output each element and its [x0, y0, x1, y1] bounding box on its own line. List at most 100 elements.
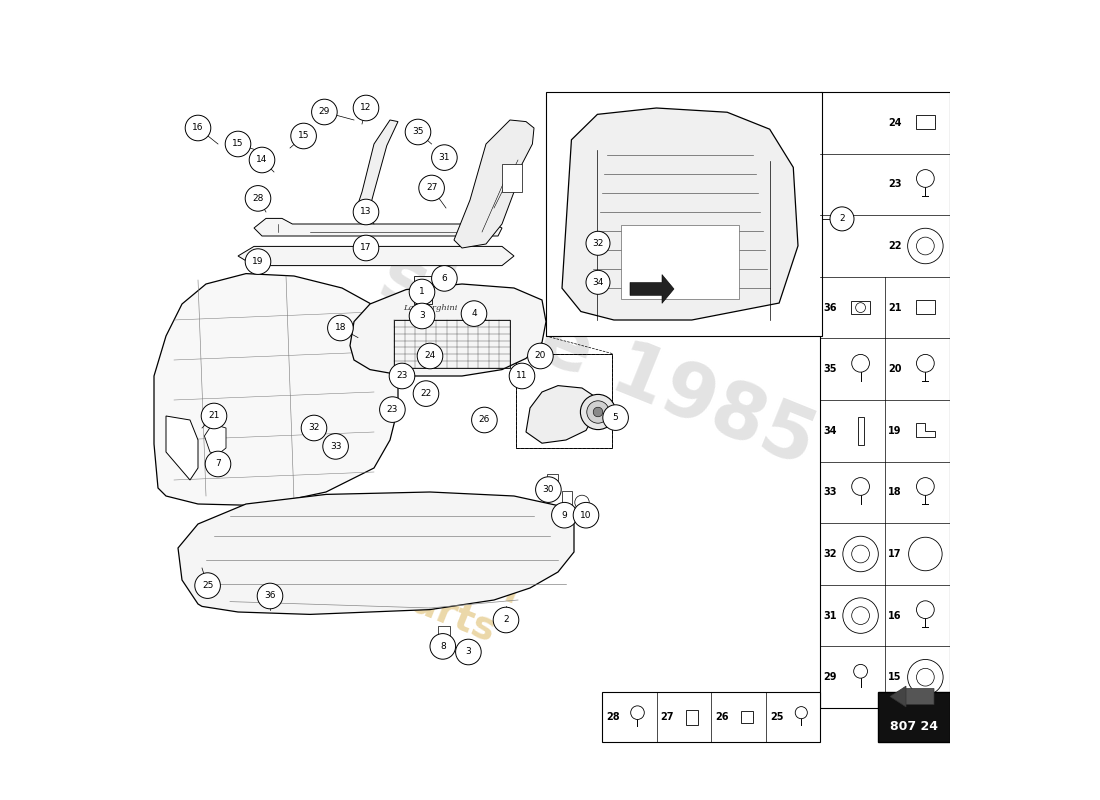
- Polygon shape: [254, 218, 502, 236]
- Text: 27: 27: [661, 712, 674, 722]
- Text: since 1985: since 1985: [370, 239, 826, 481]
- Circle shape: [245, 249, 271, 274]
- Text: 22: 22: [420, 389, 431, 398]
- Text: 32: 32: [592, 238, 604, 248]
- Text: 13: 13: [361, 207, 372, 217]
- Text: 35: 35: [412, 127, 424, 137]
- Text: 22: 22: [889, 241, 902, 251]
- Text: 15: 15: [232, 139, 244, 149]
- Text: 26: 26: [715, 712, 728, 722]
- Circle shape: [916, 237, 934, 255]
- Polygon shape: [915, 423, 935, 437]
- Text: 3: 3: [465, 647, 471, 657]
- Circle shape: [431, 145, 458, 170]
- Text: 3: 3: [419, 311, 425, 321]
- FancyBboxPatch shape: [740, 711, 752, 723]
- Text: 36: 36: [824, 302, 837, 313]
- FancyBboxPatch shape: [562, 491, 572, 506]
- Circle shape: [430, 634, 455, 659]
- FancyBboxPatch shape: [547, 474, 558, 482]
- Circle shape: [250, 147, 275, 173]
- Text: 31: 31: [824, 610, 837, 621]
- Text: 12: 12: [361, 103, 372, 113]
- Text: 15: 15: [889, 672, 902, 682]
- FancyBboxPatch shape: [915, 115, 935, 129]
- Polygon shape: [526, 386, 594, 443]
- Text: 2: 2: [503, 615, 509, 625]
- Text: 35: 35: [824, 364, 837, 374]
- Circle shape: [851, 354, 869, 372]
- Text: 31: 31: [439, 153, 450, 162]
- Text: 25: 25: [770, 712, 783, 722]
- FancyBboxPatch shape: [821, 92, 950, 708]
- Circle shape: [528, 343, 553, 369]
- Circle shape: [843, 536, 878, 572]
- Circle shape: [206, 451, 231, 477]
- Circle shape: [353, 235, 378, 261]
- Text: 24: 24: [425, 351, 436, 361]
- Polygon shape: [354, 120, 398, 216]
- Circle shape: [851, 478, 869, 495]
- Text: 19: 19: [889, 426, 902, 436]
- Circle shape: [586, 270, 611, 294]
- Circle shape: [916, 601, 934, 618]
- Text: 807 24: 807 24: [890, 720, 938, 733]
- Text: 24: 24: [889, 118, 902, 128]
- Circle shape: [908, 659, 943, 695]
- Circle shape: [573, 502, 598, 528]
- Circle shape: [586, 231, 611, 255]
- Polygon shape: [350, 284, 546, 376]
- Text: 18: 18: [889, 487, 902, 498]
- Polygon shape: [562, 108, 798, 320]
- Text: a passion
for parts: a passion for parts: [302, 499, 526, 653]
- Text: 36: 36: [264, 591, 276, 601]
- FancyBboxPatch shape: [414, 276, 431, 304]
- Text: 21: 21: [889, 302, 902, 313]
- FancyBboxPatch shape: [546, 92, 822, 336]
- Text: Lamborghini: Lamborghini: [403, 304, 458, 312]
- Circle shape: [630, 706, 645, 719]
- Circle shape: [472, 407, 497, 433]
- Text: 5: 5: [613, 413, 618, 422]
- Text: 6: 6: [441, 274, 448, 283]
- Circle shape: [581, 394, 616, 430]
- Circle shape: [409, 279, 434, 305]
- Text: 26: 26: [478, 415, 491, 425]
- Circle shape: [257, 583, 283, 609]
- Circle shape: [353, 95, 378, 121]
- Circle shape: [830, 207, 854, 231]
- Circle shape: [551, 502, 578, 528]
- Polygon shape: [454, 120, 534, 248]
- Circle shape: [409, 303, 434, 329]
- Circle shape: [586, 401, 609, 423]
- Text: 14: 14: [256, 155, 267, 165]
- FancyBboxPatch shape: [878, 692, 950, 742]
- Circle shape: [843, 598, 878, 634]
- FancyBboxPatch shape: [602, 692, 821, 742]
- Circle shape: [389, 363, 415, 389]
- Circle shape: [419, 175, 444, 201]
- Circle shape: [301, 415, 327, 441]
- FancyBboxPatch shape: [438, 626, 450, 640]
- Circle shape: [909, 538, 942, 570]
- Text: 32: 32: [308, 423, 320, 433]
- Circle shape: [461, 301, 487, 326]
- Circle shape: [603, 405, 628, 430]
- Circle shape: [854, 664, 868, 678]
- Text: 17: 17: [361, 243, 372, 253]
- FancyBboxPatch shape: [915, 300, 935, 314]
- Text: 21: 21: [208, 411, 220, 421]
- Polygon shape: [166, 416, 198, 480]
- Circle shape: [379, 397, 405, 422]
- Text: 25: 25: [202, 581, 213, 590]
- FancyBboxPatch shape: [850, 301, 870, 314]
- Circle shape: [185, 115, 211, 141]
- Circle shape: [916, 478, 934, 495]
- Circle shape: [245, 186, 271, 211]
- Text: 8: 8: [440, 642, 446, 651]
- Circle shape: [509, 363, 535, 389]
- Text: 34: 34: [824, 426, 837, 436]
- Text: 16: 16: [192, 123, 204, 133]
- Polygon shape: [178, 492, 574, 614]
- Circle shape: [916, 170, 934, 187]
